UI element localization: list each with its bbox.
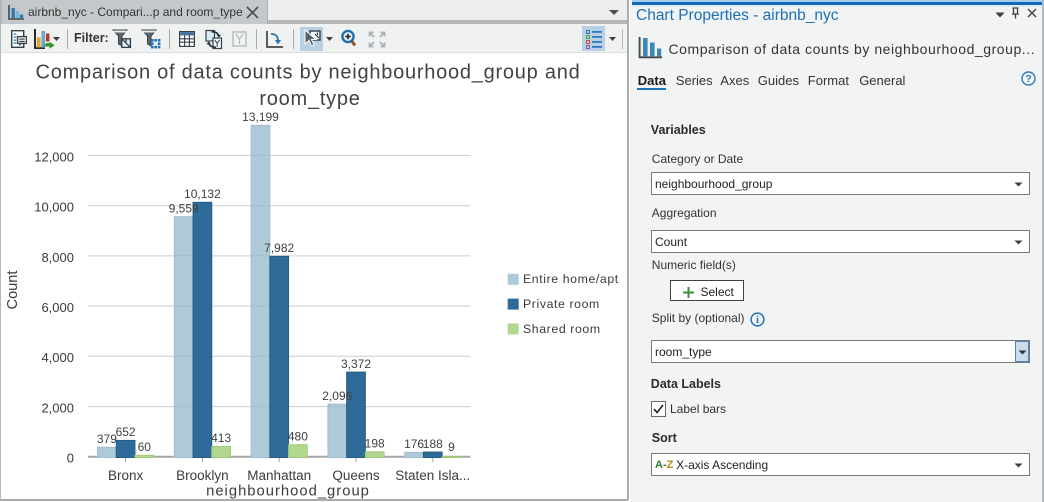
svg-text:188: 188 <box>423 437 443 451</box>
svg-text:9: 9 <box>448 440 455 454</box>
svg-text:13,199: 13,199 <box>242 110 279 124</box>
svg-text:480: 480 <box>288 430 308 444</box>
svg-text:room_type: room_type <box>259 88 360 110</box>
svg-text:2,000: 2,000 <box>41 401 74 416</box>
svg-text:Entire home/apt: Entire home/apt <box>523 272 619 286</box>
svg-text:4,000: 4,000 <box>41 350 74 365</box>
svg-text:?: ? <box>1025 73 1031 85</box>
svg-text:12,000: 12,000 <box>34 149 74 164</box>
svg-text:413: 413 <box>211 431 231 445</box>
svg-text:8,000: 8,000 <box>41 250 74 265</box>
svg-text:Count: Count <box>5 271 21 310</box>
svg-text:Manhattan: Manhattan <box>247 468 311 483</box>
svg-text:Bronx: Bronx <box>108 468 144 483</box>
svg-text:379: 379 <box>97 432 117 446</box>
svg-text:Private room: Private room <box>523 297 600 311</box>
svg-text:9,559: 9,559 <box>169 202 199 216</box>
svg-text:7,982: 7,982 <box>264 241 294 255</box>
svg-text:10,132: 10,132 <box>184 187 221 201</box>
svg-text:176: 176 <box>404 437 424 451</box>
svg-text:i: i <box>756 315 759 326</box>
svg-text:198: 198 <box>365 437 385 451</box>
svg-text:3,372: 3,372 <box>341 357 371 371</box>
svg-text:neighbourhood_group: neighbourhood_group <box>206 484 370 500</box>
svg-text:Staten Isla...: Staten Isla... <box>395 468 470 483</box>
svg-text:60: 60 <box>138 440 152 454</box>
svg-text:Shared room: Shared room <box>523 322 601 336</box>
svg-text:2,096: 2,096 <box>322 389 352 403</box>
svg-text:Brooklyn: Brooklyn <box>176 468 229 483</box>
svg-text:Comparison of data counts by n: Comparison of data counts by neighbourho… <box>36 61 581 83</box>
svg-text:10,000: 10,000 <box>34 200 74 215</box>
svg-text:652: 652 <box>116 425 136 439</box>
svg-text:Queens: Queens <box>332 468 380 483</box>
svg-text:6,000: 6,000 <box>41 300 74 315</box>
svg-text:0: 0 <box>67 451 74 466</box>
